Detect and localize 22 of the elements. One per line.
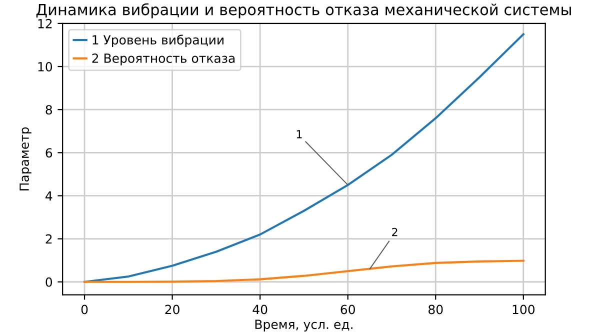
x-tick-label: 80 bbox=[428, 304, 443, 314]
y-axis-title: Параметр bbox=[20, 127, 32, 190]
x-tick-label: 60 bbox=[340, 304, 355, 314]
line-series bbox=[83, 33, 524, 283]
line-series bbox=[83, 260, 524, 283]
y-tick-label: 6 bbox=[46, 148, 52, 158]
y-tick-label: 8 bbox=[46, 105, 52, 115]
y-tick-label: 10 bbox=[38, 62, 52, 72]
x-tick-label: 0 bbox=[81, 304, 88, 314]
annotation: 1 bbox=[296, 130, 302, 138]
x-tick-label: 20 bbox=[165, 304, 180, 314]
y-tick-label: 0 bbox=[46, 277, 52, 287]
x-tick-label: 100 bbox=[512, 304, 534, 314]
y-tick-label: 4 bbox=[46, 191, 52, 200]
legend-label: 2 Вероятность отказа bbox=[92, 53, 235, 66]
x-tick-label: 40 bbox=[252, 304, 268, 314]
chart-title: Динамика вибрации и вероятность отказа механической системы bbox=[36, 3, 571, 18]
y-tick-label: 2 bbox=[46, 234, 52, 244]
x-axis-title: Время, усл. ед. bbox=[255, 320, 352, 332]
y-tick-label: 12 bbox=[38, 18, 52, 28]
legend-label: 1 Уровень вибрации bbox=[92, 34, 224, 48]
annotation: 2 bbox=[392, 228, 398, 236]
